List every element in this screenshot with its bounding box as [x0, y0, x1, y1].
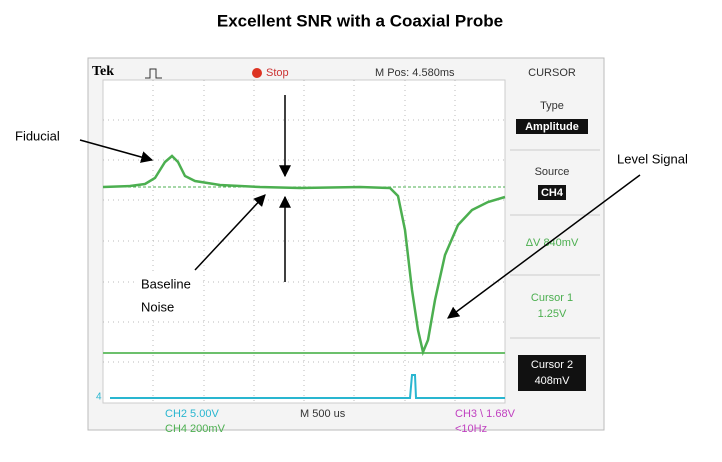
stop-dot — [252, 68, 262, 78]
menu-label: Cursor 1 — [531, 292, 573, 304]
menu-title: CURSOR — [528, 67, 576, 79]
annotation: Baseline — [141, 276, 191, 291]
annotation: Level Signal — [617, 151, 688, 166]
brand: Tek — [92, 64, 114, 79]
ch2-setting: CH2 5.00V — [165, 408, 219, 420]
ch4-setting: CH4 200mV — [165, 423, 226, 435]
annotation: Noise — [141, 299, 174, 314]
menu-label: Source — [535, 166, 570, 178]
annotation: Fiducial — [15, 128, 60, 143]
trigger-freq: <10Hz — [455, 423, 487, 435]
menu-label: ΔV 840mV — [526, 237, 579, 249]
state: Stop — [266, 67, 289, 79]
menu-value: Amplitude — [525, 121, 579, 133]
menu-label: Type — [540, 100, 564, 112]
menu-value: CH4 — [541, 187, 564, 199]
position: M Pos: 4.580ms — [375, 67, 455, 79]
timebase: M 500 us — [300, 408, 346, 420]
menu-label: Cursor 2 — [531, 359, 573, 371]
title: Excellent SNR with a Coaxial Probe — [217, 11, 503, 30]
menu-value: 408mV — [535, 375, 571, 387]
ch-marker: 4 — [96, 392, 102, 403]
trigger-setting: CH3 \ 1.68V — [455, 408, 516, 420]
figure: Excellent SNR with a Coaxial Probe Tek S… — [0, 0, 722, 457]
menu-value: 1.25V — [538, 308, 567, 320]
